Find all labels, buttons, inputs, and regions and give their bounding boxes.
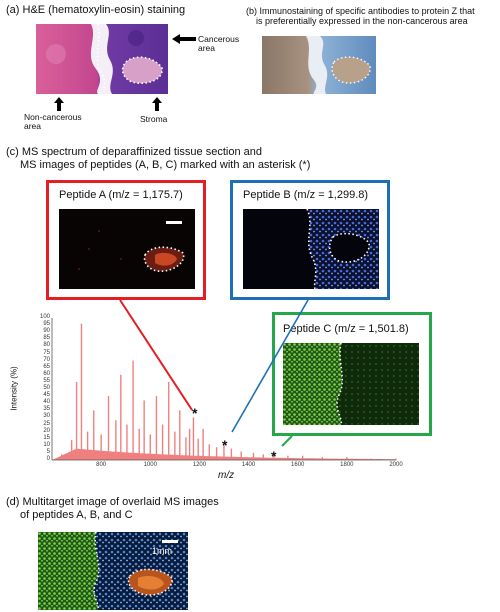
peptide-a-asterisk: * xyxy=(192,405,198,421)
spectrum-baseline xyxy=(52,448,396,460)
panel-d-caption-line1: (d) Multitarget image of overlaid MS ima… xyxy=(6,496,219,508)
x-tick-label: 2000 xyxy=(389,462,403,468)
peptide-b-image-box: Peptide B (m/z = 1,299.8) xyxy=(230,180,390,300)
y-tick-label: 30 xyxy=(43,413,50,420)
peptide-b-asterisk: * xyxy=(222,437,228,453)
y-tick-label: 20 xyxy=(43,427,50,434)
arrow-left-icon xyxy=(172,34,196,44)
y-tick-label: 5 xyxy=(46,448,50,455)
y-tick-label: 50 xyxy=(43,385,50,391)
label-noncancerous-area-line1: Non-cancerous xyxy=(24,112,82,122)
peptide-a-image-box: Peptide A (m/z = 1,175.7) xyxy=(46,180,206,300)
y-tick-label: 35 xyxy=(43,406,50,413)
he-stained-tissue-image xyxy=(36,24,168,94)
x-tick-label: 1200 xyxy=(192,462,207,468)
x-tick-label: 1400 xyxy=(241,462,256,468)
label-stroma: Stroma xyxy=(140,114,168,124)
peptide-c-title: Peptide C (m/z = 1,501.8) xyxy=(283,323,409,335)
spectrum-ylabel: Intensity (%) xyxy=(9,366,19,411)
spectrum-xlabel: m/z xyxy=(218,470,235,481)
immunostained-tissue-image xyxy=(262,36,376,94)
y-tick-label: 100 xyxy=(39,314,50,320)
multitarget-overlay-image: 1mm xyxy=(38,532,188,610)
y-tick-label: 95 xyxy=(43,321,50,328)
spectrum-axes xyxy=(51,318,396,461)
arrow-up-icon xyxy=(152,97,162,111)
ms-spectrum-chart: 0 5 10 15 20 25 30 35 40 45 50 55 60 65 70 75 80 85 90 95 10… xyxy=(24,312,404,472)
label-noncancerous-area-line2: area xyxy=(24,121,42,131)
label-cancerous-area-line1: Cancerous xyxy=(198,34,240,44)
y-tick-label: 40 xyxy=(43,399,50,406)
label-cancerous-area-line2: area xyxy=(198,43,216,53)
y-tick-label: 15 xyxy=(43,434,50,441)
y-tick-label: 10 xyxy=(43,441,50,448)
y-tick-label: 80 xyxy=(43,342,50,349)
panel-b-caption-line1: (b) Immunostaining of specific antibodie… xyxy=(246,6,475,16)
peptide-a-ms-image xyxy=(59,209,195,289)
y-tick-label: 75 xyxy=(43,349,50,356)
arrow-up-icon xyxy=(54,97,64,111)
y-tick-label: 70 xyxy=(43,356,50,363)
x-tick-label: 1000 xyxy=(143,462,157,468)
y-tick-label: 60 xyxy=(43,370,50,377)
peptide-a-title: Peptide A (m/z = 1,175.7) xyxy=(59,189,183,201)
spectrum-ylabel-wrap: Intensity (%) xyxy=(4,360,24,420)
peptide-c-asterisk: * xyxy=(271,448,277,464)
peptide-b-title: Peptide B (m/z = 1,299.8) xyxy=(243,189,369,201)
x-tick-label: 800 xyxy=(96,462,107,468)
x-tick-label: 1800 xyxy=(340,462,354,468)
y-tick-label: 0 xyxy=(46,456,50,462)
y-tick-label: 90 xyxy=(43,328,50,335)
y-tick-label: 45 xyxy=(43,392,50,399)
panel-c-caption-line1: (c) MS spectrum of deparaffinized tissue… xyxy=(6,146,262,158)
panel-b-caption-line2: is preferentially expressed in the non-c… xyxy=(256,16,468,26)
scale-bar-label: 1mm xyxy=(152,546,172,556)
y-tick-label: 65 xyxy=(43,363,50,370)
y-tick-label: 55 xyxy=(43,377,50,384)
ms-spectrum-plot xyxy=(51,318,397,461)
panel-d-caption-line2: of peptides A, B, and C xyxy=(20,509,133,521)
panel-c-caption-line2: MS images of peptides (A, B, C) marked w… xyxy=(20,159,311,171)
y-tick-label: 25 xyxy=(43,420,50,427)
panel-a-caption: (a) H&E (hematoxylin-eosin) staining xyxy=(6,4,186,16)
x-tick-label: 1600 xyxy=(291,462,305,468)
peptide-b-ms-image xyxy=(243,209,379,289)
y-tick-label: 85 xyxy=(43,335,50,342)
